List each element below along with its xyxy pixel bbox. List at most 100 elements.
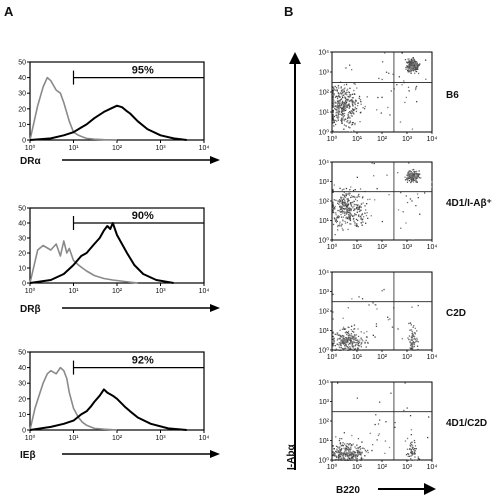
event-dot xyxy=(343,212,346,214)
event-dot xyxy=(353,328,355,330)
event-dot xyxy=(353,453,355,455)
event-dot xyxy=(357,339,359,341)
event-dot xyxy=(346,339,348,341)
event-dot xyxy=(410,449,412,451)
event-dot xyxy=(339,336,341,338)
event-dot xyxy=(357,454,359,456)
event-dot xyxy=(362,202,364,204)
event-dot xyxy=(351,335,353,337)
event-dot xyxy=(347,117,349,120)
event-dot xyxy=(411,61,413,64)
event-dot xyxy=(339,105,341,107)
event-dot xyxy=(407,58,409,60)
event-dot xyxy=(358,216,360,218)
event-dot xyxy=(337,224,339,227)
event-dot xyxy=(347,200,349,202)
event-dot xyxy=(347,330,350,333)
event-dot xyxy=(343,110,345,112)
event-dot xyxy=(332,338,334,340)
event-dot xyxy=(355,455,357,457)
event-dot xyxy=(417,341,419,343)
x-tick-label: 10⁰ xyxy=(25,434,36,442)
event-dot xyxy=(410,181,412,183)
event-dot xyxy=(411,343,413,345)
event-dot xyxy=(411,200,413,202)
event-dot xyxy=(332,97,334,99)
event-dot xyxy=(346,89,348,92)
event-dot xyxy=(364,449,367,451)
x-tick-label: 10³ xyxy=(402,464,413,471)
event-dot xyxy=(339,201,341,203)
event-dot xyxy=(342,113,344,116)
event-dot xyxy=(341,117,343,119)
event-dot xyxy=(354,213,356,216)
event-dot xyxy=(366,203,368,205)
event-dot xyxy=(372,302,374,304)
event-dot xyxy=(418,170,420,172)
x-axis-label: DRβ xyxy=(20,304,41,315)
event-dot xyxy=(365,209,367,211)
event-dot xyxy=(351,459,353,461)
event-dot xyxy=(410,178,412,181)
event-dot xyxy=(343,194,345,196)
event-dot xyxy=(412,174,415,176)
event-dot xyxy=(407,71,409,73)
event-dot xyxy=(416,345,419,347)
event-dot xyxy=(337,215,340,217)
event-dot xyxy=(349,127,351,129)
event-dot xyxy=(414,349,416,351)
event-dot xyxy=(332,188,334,191)
event-dot xyxy=(360,218,362,220)
event-dot xyxy=(335,349,337,351)
event-dot xyxy=(349,117,351,119)
event-dot xyxy=(404,101,406,104)
event-dot xyxy=(384,440,387,442)
event-dot xyxy=(341,119,343,121)
event-dot xyxy=(345,337,347,339)
histogram-2: 0 10 20 30 40 50 10⁰ 10¹ 10² 10³ 10⁴ 90% DRβ xyxy=(18,206,220,315)
event-dot xyxy=(363,448,365,450)
event-dot xyxy=(342,96,344,99)
event-dot xyxy=(349,336,352,338)
event-dot xyxy=(407,453,409,455)
event-dot xyxy=(424,192,426,194)
event-dot xyxy=(350,446,352,449)
event-dot xyxy=(341,93,343,95)
event-dot xyxy=(332,119,334,121)
event-dot xyxy=(353,130,355,132)
event-dot xyxy=(368,304,370,306)
event-dot xyxy=(353,82,355,85)
event-dot xyxy=(359,112,362,114)
event-dot xyxy=(411,330,413,333)
event-dot xyxy=(338,439,341,442)
event-dot xyxy=(332,104,334,106)
event-dot xyxy=(351,452,353,454)
event-dot xyxy=(337,202,339,204)
event-dot xyxy=(349,450,352,452)
event-dot xyxy=(414,456,416,458)
event-dot xyxy=(353,208,356,210)
event-dot xyxy=(411,346,413,348)
event-dot xyxy=(360,453,362,455)
event-dot xyxy=(344,112,346,115)
event-dot xyxy=(418,63,420,66)
event-dot xyxy=(360,331,362,333)
event-dot xyxy=(362,221,364,223)
event-dot xyxy=(336,90,338,92)
event-dot xyxy=(340,453,342,455)
event-dot xyxy=(346,201,349,203)
event-dot xyxy=(344,97,346,100)
event-dot xyxy=(358,207,361,209)
x-tick-label: 10³ xyxy=(402,354,413,361)
event-dot xyxy=(341,205,343,207)
event-dot xyxy=(409,63,411,65)
event-dot xyxy=(346,94,348,96)
event-dot xyxy=(374,199,376,201)
event-dot xyxy=(414,72,416,74)
event-dot xyxy=(407,66,409,69)
event-dot xyxy=(397,209,400,211)
event-dot xyxy=(343,106,345,108)
event-dot xyxy=(406,448,409,450)
event-dot xyxy=(410,455,412,457)
event-dot xyxy=(345,444,347,447)
